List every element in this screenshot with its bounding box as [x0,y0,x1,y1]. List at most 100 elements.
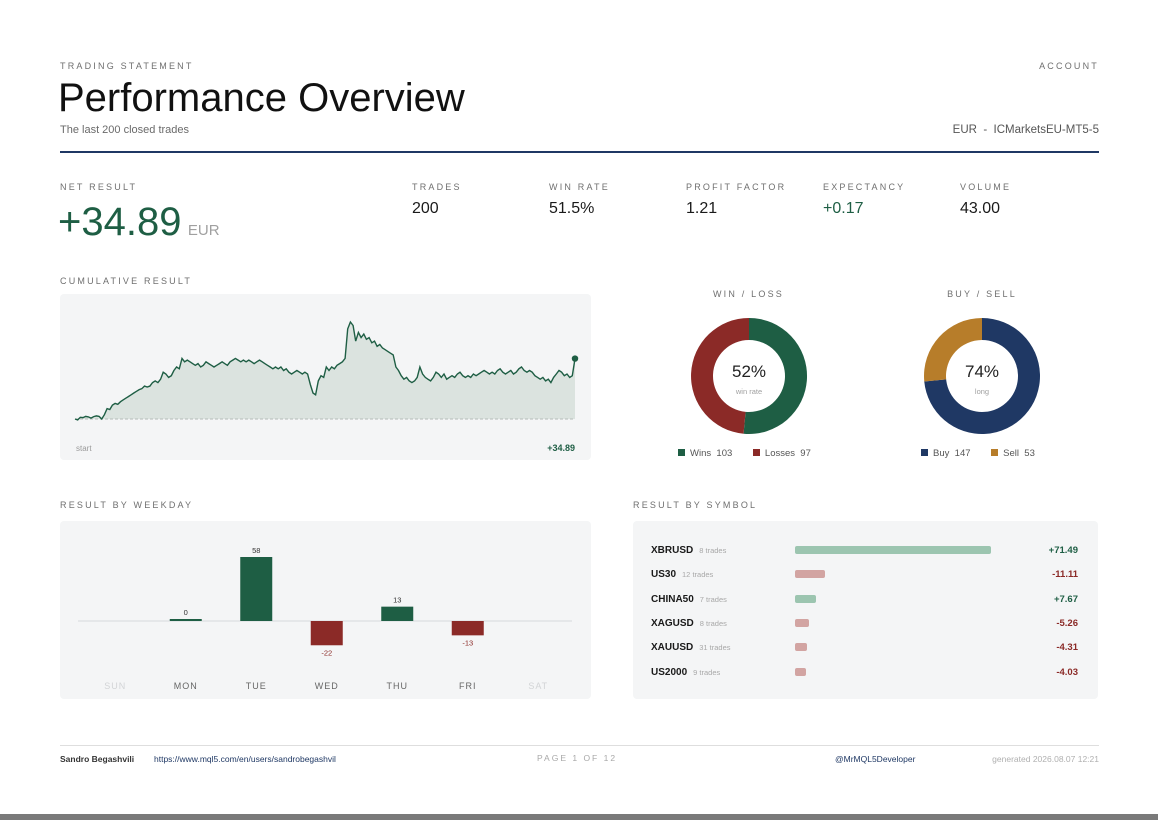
symbol-value: -4.31 [1056,642,1078,654]
donut-slice-buy [924,318,1041,434]
cumulative-end-label: +34.89 [547,443,575,453]
account-info: EUR - ICMarketsEU-MT5-5 [952,124,1099,136]
symbol-trade-count: 7 trades [699,594,727,604]
stat-value: 200 [412,200,439,217]
weekday-axis-label: SAT [528,681,548,691]
stat-label: VOLUME [960,182,1012,192]
legend-count: 53 [1024,448,1035,459]
symbol-value: -5.26 [1056,617,1078,629]
legend-count: 103 [716,448,733,459]
weekday-bar-fri [451,621,484,636]
stat-trades: TRADES 200 [412,182,462,218]
legend-name: Buy [933,448,950,459]
footer-generated: generated 2026.08.07 12:21 [992,754,1099,764]
symbol-row: US2000 9 trades -4.03 [633,662,1098,686]
symbol-trade-count: 8 trades [699,618,727,628]
header-divider [60,151,1099,153]
weekday-value-label: 0 [184,608,188,617]
weekday-bar-wed [310,621,343,646]
symbol-trade-count: 8 trades [699,546,727,555]
symbol-trade-count: 9 trades [693,667,721,677]
symbol-value: -11.11 [1052,569,1078,581]
page-title: Performance Overview [58,76,465,120]
legend-item-buy: Buy 147 [921,448,971,459]
legend-name: Sell [1003,448,1019,459]
cumulative-chart [74,320,579,421]
legend-name: Losses [764,448,796,459]
footer-divider [60,745,1099,746]
symbol-bar [795,594,817,603]
window-bottom-edge [0,814,1158,820]
weekday-value-label: 58 [252,546,260,555]
win-rate-center-label: win rate [735,387,763,396]
weekday-axis-label: MON [174,681,198,691]
weekday-axis-label: THU [387,681,409,691]
stat-volume: VOLUME 43.00 [960,182,1011,218]
symbol-name: US2000 9 trades [651,667,720,678]
symbol-name: CHINA50 7 trades [651,594,727,605]
win-loss-donut [691,318,808,434]
weekday-bar-thu [381,606,414,621]
footer-url-link[interactable]: https://www.mql5.com/en/users/sandrobega… [154,754,336,764]
stat-expectancy: EXPECTANCY +0.17 [823,182,905,218]
cumulative-title: CUMULATIVE RESULT [60,276,193,286]
stat-label: PROFIT FACTOR [686,182,787,192]
symbol-ticker: XAUUSD [651,642,694,654]
cumulative-panel: start +34.89 [60,294,591,460]
buy-sell-legend: Buy 147 Sell 53 [921,448,1053,459]
donut-slice-wins [743,318,808,434]
symbol-name: US30 12 trades [651,569,713,580]
weekday-axis-label: TUE [246,681,267,691]
weekday-title: RESULT BY WEEKDAY [60,500,194,510]
symbol-name: XAUUSD 31 trades [651,642,731,653]
legend-swatch [991,449,999,456]
symbol-bar [795,643,807,652]
donut-slice-losses [691,318,749,434]
symbol-value: +7.67 [1053,593,1078,605]
long-share-center-value: 74% [964,362,1000,381]
cumulative-line [74,320,576,421]
symbol-panel: XBRUSD 8 trades +71.49 US30 12 trades -11.11 C… [633,521,1098,699]
cumulative-area [75,322,575,420]
cumulative-end-point [571,355,579,362]
weekday-panel: SUN 0 MON 58 TUE -22 WED 13 THU -13 FRI SAT [60,521,591,699]
stat-value: +0.17 [823,200,864,217]
win-loss-title: WIN / LOSS [712,289,784,299]
legend-swatch [921,449,928,456]
net-result-currency: EUR [187,222,220,239]
stat-win-rate: WIN RATE 51.5% [549,182,610,218]
footer-author: Sandro Begashvili [60,754,135,764]
symbol-ticker: CHINA50 [651,593,694,605]
symbol-trade-count: 12 trades [682,570,714,580]
symbol-row: XAGUSD 8 trades -5.26 [633,613,1098,637]
legend-count: 147 [954,448,971,459]
legend-name: Wins [690,448,712,459]
symbol-bar [795,667,807,676]
legend-item-sell: Sell 53 [991,448,1035,459]
symbol-name: XAGUSD 8 trades [651,618,727,629]
long-share-center-label: long [974,387,990,396]
account-label: ACCOUNT [1039,61,1099,71]
symbol-ticker: XAGUSD [651,617,694,629]
report-kicker: TRADING STATEMENT [60,61,194,71]
legend-item-wins: Wins 103 [678,448,732,459]
legend-swatch [752,449,760,456]
win-loss-legend: Wins 103 Losses 97 [678,448,829,459]
legend-count: 97 [800,448,811,459]
stat-profit-factor: PROFIT FACTOR 1.21 [686,182,786,218]
footer-handle-link[interactable]: @MrMQL5Developer [835,754,916,764]
weekday-bar-tue [240,557,273,621]
stat-value: 1.21 [686,200,718,217]
symbol-row: XAUUSD 31 trades -4.31 [633,637,1098,661]
buy-sell-title: BUY / SELL [947,289,1017,299]
weekday-value-label: -13 [462,638,473,647]
weekday-bar-mon [169,619,202,621]
weekday-value-label: -22 [321,648,332,657]
footer-page-number: PAGE 1 OF 12 [537,753,618,763]
net-result: +34.89 EUR [58,200,220,245]
symbol-bar [795,618,810,627]
page-subtitle: The last 200 closed trades [60,124,190,136]
symbol-name: XBRUSD 8 trades [651,545,726,556]
symbol-ticker: XBRUSD [651,545,694,556]
symbol-trade-count: 31 trades [699,643,731,653]
